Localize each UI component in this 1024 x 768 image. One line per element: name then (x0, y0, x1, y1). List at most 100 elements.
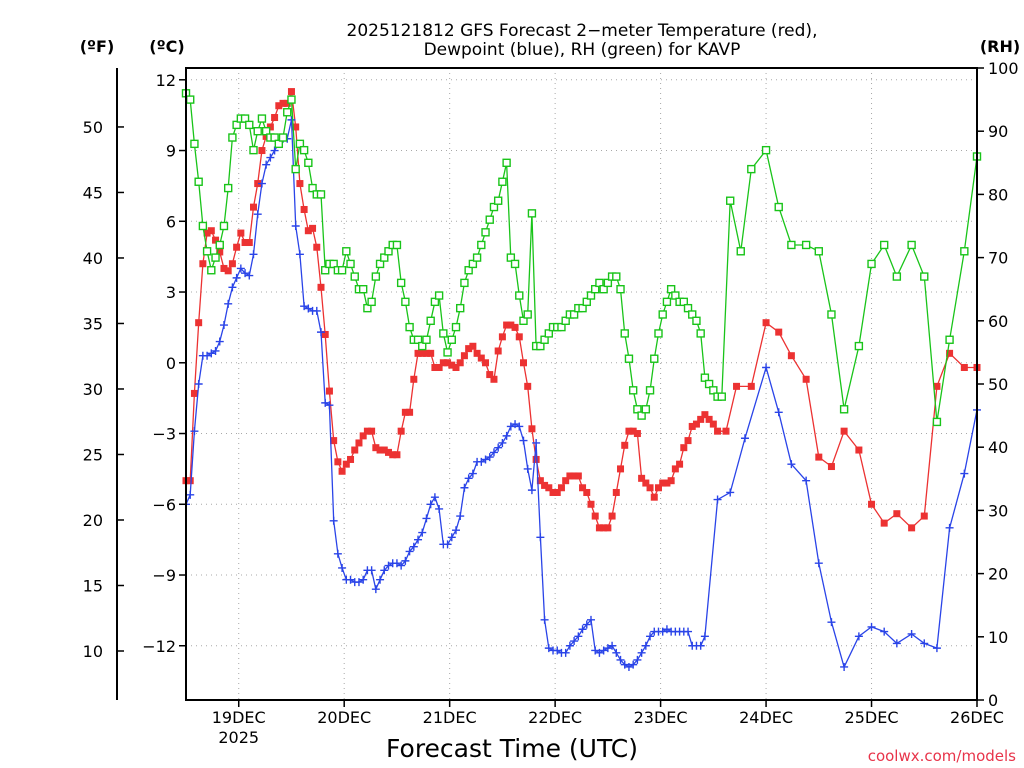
rh-point (207, 266, 216, 275)
dewpoint-point (219, 321, 228, 330)
rh-point (736, 247, 745, 256)
dewpoint-point (787, 460, 796, 469)
rh-point (384, 247, 393, 256)
dewpoint-point (304, 304, 313, 313)
dewpoint-point (430, 493, 439, 502)
rh-point (443, 348, 452, 357)
dewpoint-point (468, 469, 477, 478)
rh-point (879, 240, 889, 250)
rh-unit-label: (RH) (980, 37, 1020, 56)
temperature-point (477, 354, 485, 362)
temperature-point (692, 420, 700, 428)
dewpoint-point (418, 528, 427, 537)
temperature-point (465, 345, 473, 353)
temperature-point (473, 349, 481, 357)
dewpoint-point (312, 306, 321, 315)
temperature-point (600, 524, 608, 532)
temperature-point (714, 427, 722, 435)
dewpoint-point (726, 488, 735, 497)
temperature-point (460, 352, 468, 360)
temperature-point (283, 99, 291, 107)
dewpoint-point (354, 578, 363, 587)
rh-point (523, 310, 532, 319)
rh-point (679, 297, 689, 307)
dewpoint-point (333, 549, 342, 558)
dewpoint-point (489, 448, 498, 457)
dewpoint-point (700, 632, 709, 641)
rh-point (493, 196, 503, 205)
rh-tick-label: 10 (988, 628, 1008, 647)
rh-series (181, 89, 982, 427)
temperature-point (254, 180, 262, 188)
dewpoint-point (253, 210, 262, 219)
credit-text: coolwx.com/models (868, 747, 1016, 765)
dewpoint-point (291, 222, 300, 230)
dewpoint-point (519, 436, 528, 445)
temperature-point (271, 114, 279, 122)
temperature-point (338, 467, 346, 475)
temperature-point (827, 463, 835, 471)
rh-point (892, 272, 902, 281)
dewpoint-point (397, 561, 406, 570)
dewpoint-point (511, 420, 520, 429)
temperature-point (241, 239, 249, 247)
dewpoint-point (460, 483, 469, 492)
temperature-point (325, 387, 333, 395)
temperature-point (840, 427, 848, 435)
temperature-point (642, 479, 650, 487)
rh-point (696, 329, 705, 338)
rh-point (358, 285, 368, 294)
rh-point (472, 253, 482, 262)
temperature-point (435, 363, 443, 371)
dewpoint-point (713, 495, 722, 504)
dewpoint-point (224, 299, 233, 308)
temperature-point (933, 382, 941, 390)
temperature-point (376, 446, 384, 454)
dewpoint-point (325, 401, 334, 410)
dewpoint-point (443, 540, 452, 549)
dewpoint-point (241, 269, 250, 278)
temperature-point (351, 446, 359, 454)
temperature-point (195, 319, 203, 327)
rh-point (283, 108, 292, 117)
rh-point (827, 310, 836, 319)
dewpoint-point (536, 533, 545, 542)
temperature-point (646, 484, 654, 492)
rh-point (439, 329, 448, 338)
dewpoint-point (523, 464, 532, 473)
rh-point (375, 259, 385, 269)
rh-point (392, 240, 402, 250)
dewpoint-point (194, 380, 203, 388)
dewpoint-point (595, 648, 604, 657)
rh-tick-label: 60 (988, 312, 1008, 331)
fahrenheit-tick-label: 35 (83, 314, 103, 333)
temperature-point (960, 363, 968, 371)
temperature-point (604, 524, 612, 532)
rh-point (839, 405, 849, 414)
temperature-point (587, 500, 595, 508)
dewpoint-point (612, 648, 621, 657)
dewpoint-point (658, 627, 667, 636)
rh-tick-label: 40 (988, 438, 1008, 457)
celsius-tick-label: −3 (152, 425, 176, 444)
rh-point (278, 133, 288, 142)
dewpoint-point (435, 504, 444, 513)
temperature-point (397, 427, 405, 435)
temperature-point (762, 319, 770, 327)
rh-point (186, 95, 195, 104)
rh-point (401, 297, 410, 307)
rh-point (662, 297, 672, 307)
dewpoint-point (945, 523, 954, 532)
rh-point (287, 95, 296, 104)
gridlines (186, 68, 977, 700)
rh-point (329, 259, 338, 269)
rh-point (506, 253, 516, 262)
celsius-tick-label: 3 (166, 283, 176, 302)
rh-point (544, 329, 554, 338)
rh-point (633, 405, 642, 414)
dewpoint-point (540, 615, 549, 624)
rh-point (666, 285, 676, 294)
dewpoint-point (565, 641, 574, 650)
dewpoint-point (316, 328, 325, 337)
